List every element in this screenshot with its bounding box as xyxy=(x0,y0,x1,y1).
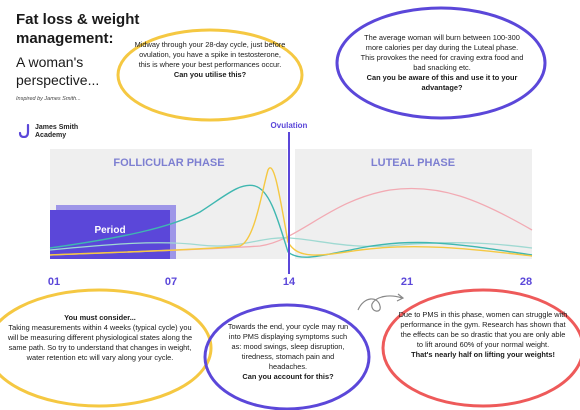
yellow-bubble-text: Midway through your 28-day cycle, just b… xyxy=(134,40,286,80)
purple-bottom-bubble-text: Towards the end, your cycle may run into… xyxy=(223,322,353,382)
yellow-bottom-bubble-text: You must consider... Taking measurements… xyxy=(5,313,195,363)
inspired-by-note: Inspired by James Smith... xyxy=(16,96,81,102)
purple-top-bubble-outline xyxy=(335,6,547,120)
purple-bottom-bubble-question: Can you account for this? xyxy=(242,372,334,381)
follicular-phase-label: FOLLICULAR PHASE xyxy=(113,157,224,169)
title-line-1: Fat loss & weight xyxy=(16,11,140,28)
ovulation-label: Ovulation xyxy=(271,121,308,130)
luteal-phase-label: LUTEAL PHASE xyxy=(371,157,455,169)
academy-logo: James Smith Academy xyxy=(18,122,108,142)
teal-hormone-curve xyxy=(49,184,533,258)
page-title: Fat loss & weight management: xyxy=(16,10,146,48)
red-bubble-body: Due to PMS in this phase, women can stru… xyxy=(398,310,568,349)
x-tick-01: 01 xyxy=(48,276,60,288)
x-tick-28: 28 xyxy=(520,276,532,288)
red-bubble-question: That's nearly half on lifting your weigh… xyxy=(411,350,555,359)
purple-top-bubble-question: Can you be aware of this and use it to y… xyxy=(366,73,518,92)
yellow-bottom-bubble-heading: You must consider... xyxy=(64,313,136,322)
logo-j-icon xyxy=(18,124,30,138)
yellow-bubble-outline xyxy=(116,28,304,122)
title-line-2: management: xyxy=(16,30,114,47)
yellow-bottom-bubble-outline xyxy=(0,288,213,408)
red-bubble-text: Due to PMS in this phase, women can stru… xyxy=(398,310,568,360)
purple-top-bubble-body: The average woman will burn between 100-… xyxy=(360,33,524,72)
yellow-hormone-curve xyxy=(49,167,533,257)
yellow-bottom-bubble-body: Taking measurements within 4 weeks (typi… xyxy=(7,323,193,362)
x-tick-21: 21 xyxy=(401,276,413,288)
luteal-panel xyxy=(295,149,532,259)
period-label: Period xyxy=(94,225,125,236)
logo-text: James Smith Academy xyxy=(35,124,78,140)
red-bubble-outline xyxy=(381,288,580,408)
purple-top-bubble-text: The average woman will burn between 100-… xyxy=(360,33,524,93)
x-tick-07: 07 xyxy=(165,276,177,288)
curly-arrow-icon xyxy=(357,295,403,312)
logo-line-2: Academy xyxy=(35,132,67,139)
yellow-bubble-body: Midway through your 28-day cycle, just b… xyxy=(134,40,286,69)
logo-line-1: James Smith xyxy=(35,124,79,131)
purple-bottom-bubble-outline xyxy=(203,303,371,410)
yellow-bubble-question: Can you utilise this? xyxy=(173,70,247,79)
arrow-head-icon xyxy=(396,293,405,302)
x-tick-14: 14 xyxy=(283,276,296,288)
purple-bottom-bubble-body: Towards the end, your cycle may run into… xyxy=(227,322,349,371)
page-subtitle: A woman's perspective... xyxy=(16,54,100,88)
